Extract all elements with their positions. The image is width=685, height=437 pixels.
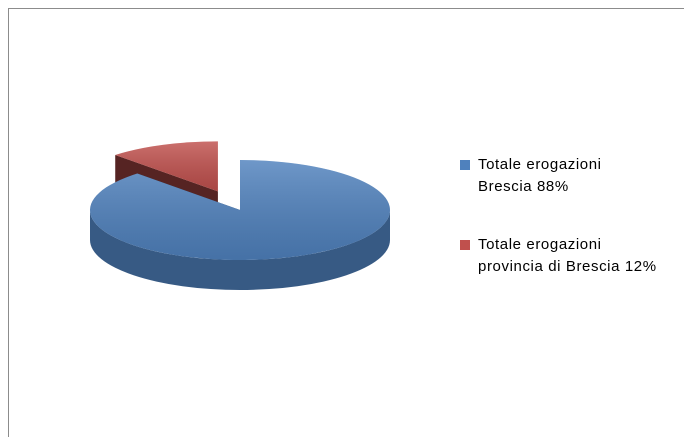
legend-label: Totale erogazioni provincia di Brescia 1… [478,236,657,275]
legend-label: Totale erogazioni Brescia 88% [478,156,602,195]
legend-swatch [460,160,470,170]
slice-side [90,210,390,290]
slice-shade [115,141,218,192]
pie [90,141,391,290]
slice-shade [90,160,391,260]
chart-frame [8,8,684,437]
legend-swatch [460,240,470,250]
